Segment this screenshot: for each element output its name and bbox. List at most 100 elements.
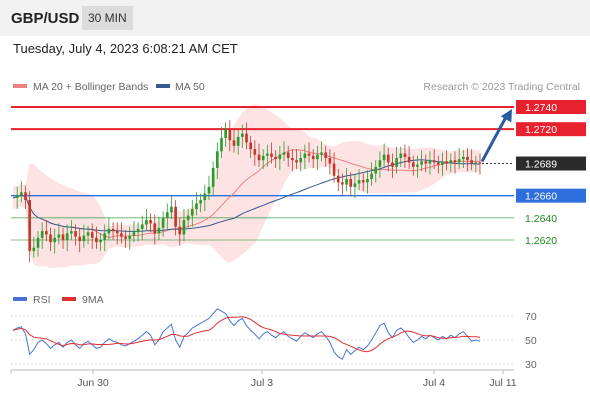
candle-body	[345, 179, 348, 185]
candle-body	[370, 173, 373, 180]
datetime-label: Tuesday, July 4, 2023 6:08:21 AM CET	[13, 41, 238, 56]
candle-body	[36, 237, 40, 248]
candle-body	[320, 152, 323, 155]
candle-body	[391, 162, 394, 167]
candle-body	[220, 138, 223, 152]
candle-body	[28, 200, 32, 252]
candle-body	[449, 160, 453, 164]
candle-body	[270, 153, 273, 157]
x-tick-label: Jul 3	[251, 377, 273, 389]
candle-body	[303, 153, 307, 158]
candle-body	[324, 152, 328, 158]
candle-body	[382, 154, 386, 161]
credit-text: Research © 2023 Trading Central	[423, 81, 580, 93]
level-label-box	[516, 156, 586, 171]
candle-body	[407, 156, 411, 163]
candle-body	[253, 149, 257, 155]
level-label-1.2660: 1.2660	[525, 191, 557, 203]
candle-body	[336, 175, 340, 183]
candle-body	[149, 220, 152, 224]
candle-body	[466, 156, 469, 161]
candle-body	[145, 220, 148, 225]
timeframe-badge[interactable]: 30 MIN	[82, 6, 133, 30]
candle-body	[316, 154, 319, 160]
candle-body	[349, 179, 353, 187]
candle-body	[99, 240, 102, 243]
candle-body	[107, 228, 111, 234]
candle-body	[157, 227, 161, 234]
candles	[15, 120, 482, 263]
forecast-arrow-head	[500, 109, 512, 123]
candle-body	[286, 152, 290, 158]
candle-body	[411, 162, 415, 167]
candle-body	[399, 153, 403, 158]
candle-body	[70, 231, 73, 234]
legend-ma50-label: MA 50	[175, 81, 205, 93]
candle-body	[49, 234, 52, 243]
legend-9ma-label: 9MA	[82, 294, 104, 306]
candle-body	[416, 164, 419, 167]
level-label-1.2720: 1.2720	[525, 124, 557, 136]
candle-body	[90, 232, 94, 238]
price-levels	[11, 106, 514, 241]
candle-body	[240, 133, 244, 137]
x-tick-label: Jun 30	[77, 377, 109, 389]
candle-body	[95, 237, 98, 243]
candle-body	[136, 228, 140, 233]
rsi-tick-label: 30	[525, 359, 537, 371]
rsi-line	[12, 308, 481, 360]
candle-body	[470, 160, 473, 164]
candle-body	[53, 237, 57, 243]
candle-body	[395, 157, 398, 167]
candle-body	[211, 167, 215, 187]
candle-body	[20, 192, 23, 196]
candle-body	[357, 180, 361, 184]
candle-body	[361, 180, 365, 183]
candle-body	[428, 160, 432, 164]
candle-body	[457, 159, 461, 163]
candle-body	[15, 195, 19, 198]
candle-body	[153, 223, 157, 234]
candle-body	[120, 233, 123, 237]
rsi-lines	[12, 308, 481, 360]
candle-body	[353, 183, 357, 187]
candle-body	[474, 162, 478, 164]
candle-body	[257, 154, 261, 161]
candle-body	[478, 162, 482, 164]
candle-body	[170, 206, 173, 213]
candle-body	[165, 212, 169, 218]
candle-body	[86, 232, 90, 236]
candle-body	[378, 160, 382, 167]
candle-body	[291, 157, 294, 161]
candle-body	[403, 153, 407, 157]
candle-body	[311, 155, 315, 160]
level-label-1.2689: 1.2689	[525, 159, 557, 171]
candle-body	[261, 155, 265, 161]
rsi-tick-label: 50	[525, 335, 537, 347]
legend-ma20-swatch	[13, 84, 27, 88]
candle-body	[207, 186, 211, 194]
candle-body	[178, 226, 182, 235]
candle-body	[461, 156, 465, 160]
level-label-1.2740: 1.2740	[525, 102, 557, 114]
rsi-legend: RSI 9MA	[13, 294, 104, 306]
candle-body	[140, 224, 144, 229]
level-label-box	[516, 188, 586, 203]
candle-body	[224, 129, 227, 139]
candle-body	[40, 231, 44, 238]
level-labels: 1.2740 1.2720 1.2689 1.2660 1.2640 1.2620	[516, 100, 586, 247]
candle-body	[232, 140, 236, 146]
candle-body	[78, 236, 82, 242]
forecast-arrow	[480, 109, 512, 163]
candle-body	[228, 129, 232, 141]
candle-body	[215, 151, 219, 168]
rsi-tick-label: 70	[525, 311, 537, 323]
candle-body	[128, 235, 132, 239]
candle-body	[111, 228, 115, 232]
candle-body	[132, 232, 136, 236]
candle-body	[57, 234, 61, 238]
candle-body	[420, 161, 423, 165]
candle-body	[82, 235, 86, 242]
candle-body	[453, 160, 457, 163]
